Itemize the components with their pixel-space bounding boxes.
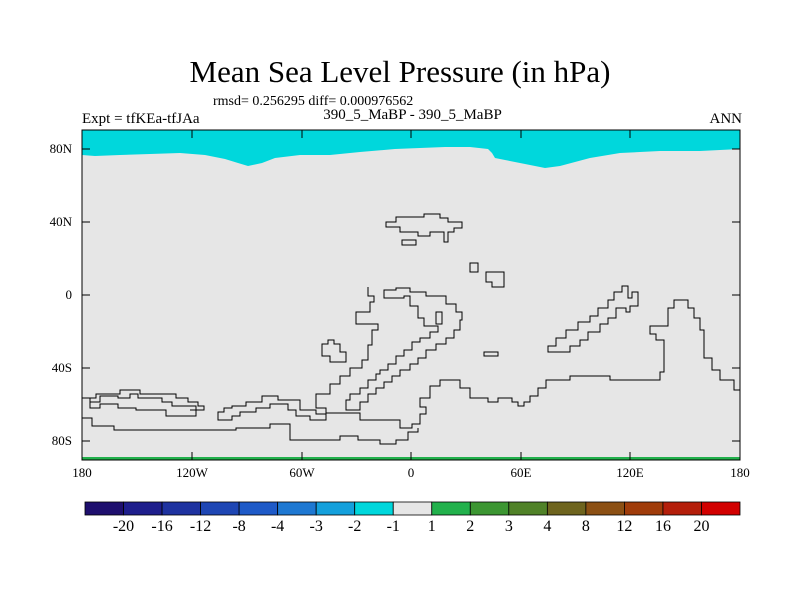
plot-title: Mean Sea Level Pressure (in hPa) bbox=[189, 54, 611, 89]
colorbar-label: -4 bbox=[270, 518, 285, 535]
lat-ticks bbox=[82, 148, 740, 442]
north-polar-region bbox=[82, 130, 740, 168]
lon-label-120e: 120E bbox=[616, 465, 644, 480]
colorbar-label: 20 bbox=[693, 518, 710, 535]
colorbar-label: -2 bbox=[348, 518, 362, 535]
colorbar-label: -12 bbox=[189, 518, 212, 535]
colorbar-swatch bbox=[624, 501, 664, 516]
colorbar bbox=[84, 501, 741, 516]
colorbar-swatch bbox=[315, 501, 356, 516]
colorbar-swatch bbox=[508, 501, 548, 516]
colorbar-label: -3 bbox=[309, 518, 323, 535]
lon-label-60e: 60E bbox=[510, 465, 532, 480]
season-label: ANN bbox=[709, 111, 743, 127]
colorbar-swatch bbox=[701, 501, 741, 516]
lon-label-180w: 180 bbox=[72, 465, 92, 480]
lon-label-0: 0 bbox=[407, 465, 415, 480]
colorbar-label: 1 bbox=[427, 518, 436, 535]
colorbar-label: -1 bbox=[386, 518, 400, 535]
colorbar-swatch bbox=[84, 501, 124, 516]
colorbar-swatch bbox=[662, 501, 702, 516]
colorbar-label: -8 bbox=[232, 518, 246, 535]
case-label: 390_5_MaBP - 390_5_MaBP bbox=[323, 107, 502, 123]
colorbar-swatch bbox=[161, 501, 201, 516]
lon-ticks bbox=[191, 130, 631, 460]
lat-label-40s: 40S bbox=[51, 360, 72, 375]
map-field bbox=[82, 130, 740, 460]
colorbar-swatch bbox=[546, 501, 587, 516]
lat-label-80n: 80N bbox=[49, 141, 72, 156]
colorbar-label: 3 bbox=[504, 518, 513, 535]
lon-label-180e: 180 bbox=[730, 465, 750, 480]
lon-label-120w: 120W bbox=[176, 465, 208, 480]
lat-label-80s: 80S bbox=[51, 433, 72, 448]
colorbar-swatch bbox=[200, 501, 240, 516]
colorbar-swatch bbox=[123, 501, 163, 516]
lat-label-40n: 40N bbox=[49, 214, 72, 229]
colorbar-swatch bbox=[238, 501, 279, 516]
colorbar-label: -16 bbox=[151, 518, 173, 535]
colorbar-swatch bbox=[354, 501, 394, 516]
colorbar-label: -20 bbox=[112, 518, 135, 535]
colorbar-swatch bbox=[431, 501, 471, 516]
colorbar-label: 12 bbox=[616, 518, 633, 535]
colorbar-label: 4 bbox=[543, 518, 552, 535]
colorbar-label: 2 bbox=[466, 518, 475, 535]
coastlines bbox=[82, 213, 740, 445]
lon-label-60w: 60W bbox=[289, 465, 315, 480]
colorbar-label: 8 bbox=[581, 518, 590, 535]
experiment-label: Expt = tfKEa-tfJAa bbox=[82, 111, 200, 127]
colorbar-swatch bbox=[392, 501, 433, 516]
colorbar-label: 16 bbox=[654, 518, 671, 535]
stats-text: rmsd= 0.256295 diff= 0.000976562 bbox=[213, 94, 414, 109]
colorbar-swatch bbox=[277, 501, 317, 516]
colorbar-swatch bbox=[469, 501, 510, 516]
lat-label-0: 0 bbox=[65, 287, 73, 302]
colorbar-swatch bbox=[585, 501, 625, 516]
